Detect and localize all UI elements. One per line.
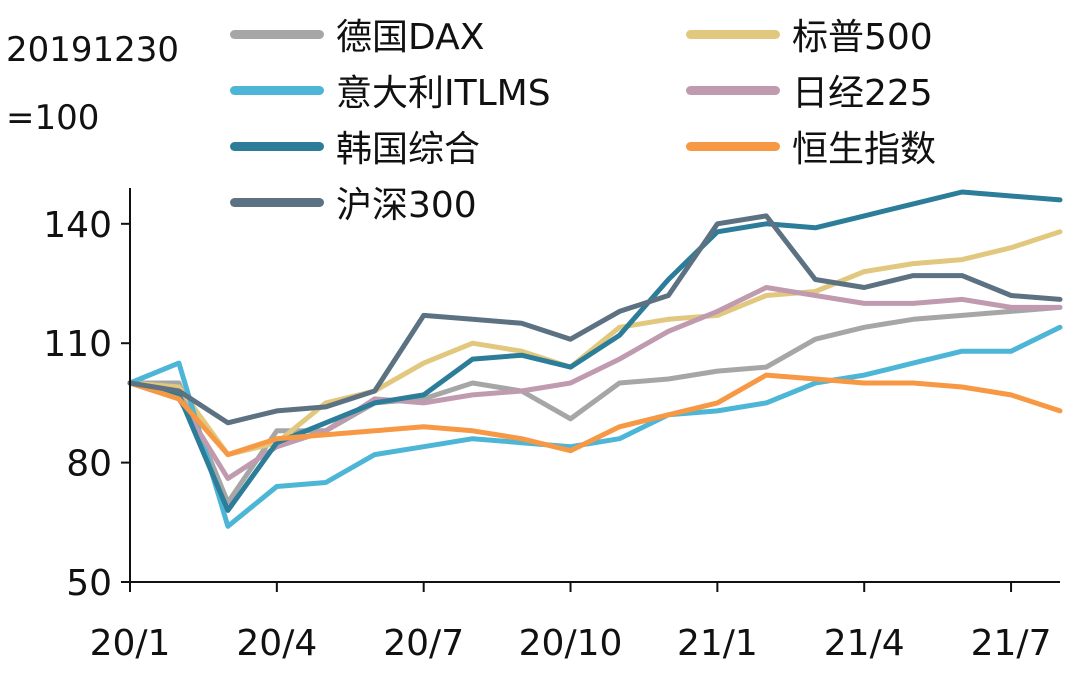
legend-label: 恒生指数 [792,129,937,170]
legend-label: 沪深300 [336,185,477,226]
legend-swatch [686,141,780,151]
base-value-note: =100 [6,98,100,138]
series-line-4 [127,189,1063,513]
legend-item-0: 德国DAX [230,14,484,58]
x-ticks: 20/1 20/4 20/7 20/10 21/1 21/4 21/7 [90,582,1052,664]
series-line-5 [127,372,1063,458]
legend-swatch [686,85,780,95]
series-line-3 [127,285,1063,481]
y-tick-label: 80 [66,444,112,485]
legend-swatch [686,29,780,39]
x-tick-label: 21/7 [971,623,1052,664]
x-tick-label: 20/10 [519,623,623,664]
axes [129,188,1060,583]
y-tick-label: 50 [66,563,112,604]
series-layer [127,189,1063,529]
series-line-6 [127,213,1063,426]
legend-label: 意大利ITLMS [336,73,551,114]
legend-swatch [230,197,324,207]
x-tick-label: 21/1 [677,623,758,664]
x-tick-label: 21/4 [824,623,905,664]
legend-swatch [230,141,324,151]
legend-item-5: 恒生指数 [686,126,936,170]
legend-label: 日经225 [792,73,933,114]
y-ticks: 50 80 110 140 [43,205,130,604]
legend-label: 德国DAX [336,17,485,58]
legend-item-1: 标普500 [686,14,933,58]
legend-item-4: 韩国综合 [230,126,480,170]
y-tick-label: 140 [43,205,112,246]
series-line-2 [127,324,1063,529]
legend-swatch [230,29,324,39]
legend-label: 韩国综合 [336,129,481,170]
series-line-1 [127,229,1063,458]
x-tick-label: 20/7 [383,623,464,664]
x-tick-label: 20/1 [90,623,171,664]
series-line-0 [127,304,1063,505]
legend-item-2: 意大利ITLMS [230,70,551,114]
legend-label: 标普500 [792,17,933,58]
legend-swatch [230,85,324,95]
y-tick-label: 110 [43,324,112,365]
legend-item-6: 沪深300 [230,182,477,226]
base-date-note: 20191230 [6,30,180,70]
legend-item-3: 日经225 [686,70,933,114]
x-tick-label: 20/4 [236,623,317,664]
